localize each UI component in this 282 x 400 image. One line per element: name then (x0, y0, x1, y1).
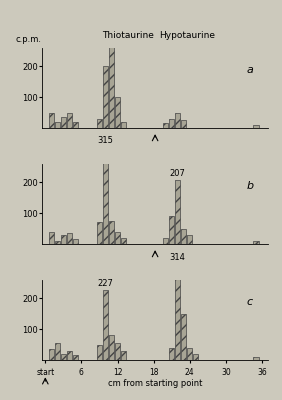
Bar (187, 348, 192, 360)
Bar (103, 147, 108, 244)
Bar (49, 113, 54, 128)
Bar (181, 120, 186, 128)
Bar (169, 216, 174, 244)
Bar (163, 123, 168, 128)
Text: 315: 315 (98, 136, 113, 145)
Bar (67, 113, 72, 128)
Bar (67, 233, 72, 244)
Bar (115, 232, 120, 244)
Bar (49, 232, 54, 244)
Bar (73, 122, 78, 128)
X-axis label: cm from starting point: cm from starting point (108, 380, 202, 388)
Bar (103, 66, 108, 128)
Bar (61, 235, 66, 244)
Bar (109, 0, 114, 128)
Bar (181, 229, 186, 244)
Bar (55, 241, 60, 244)
Text: 314: 314 (170, 252, 186, 262)
Bar (55, 122, 60, 128)
Bar (175, 113, 180, 128)
Bar (169, 119, 174, 128)
Bar (253, 125, 259, 128)
Text: a: a (246, 65, 253, 75)
Bar (169, 348, 174, 360)
Text: Thiotaurine: Thiotaurine (102, 31, 154, 40)
Bar (97, 119, 102, 128)
Bar (181, 314, 186, 360)
Bar (61, 354, 66, 360)
Bar (193, 354, 199, 360)
Bar (121, 238, 126, 244)
Bar (109, 335, 114, 360)
Bar (97, 222, 102, 244)
Bar (253, 357, 259, 360)
Bar (67, 351, 72, 360)
Bar (121, 122, 126, 128)
Bar (61, 117, 66, 128)
Text: c.p.m.: c.p.m. (15, 35, 41, 44)
Bar (115, 97, 120, 128)
Bar (109, 221, 114, 244)
Bar (103, 290, 108, 360)
Bar (253, 241, 259, 244)
Text: c: c (247, 298, 253, 308)
Text: Hypotaurine: Hypotaurine (159, 31, 215, 40)
Bar (187, 235, 192, 244)
Text: b: b (246, 182, 254, 192)
Bar (121, 351, 126, 360)
Bar (97, 345, 102, 360)
Bar (115, 343, 120, 360)
Bar (163, 238, 168, 244)
Bar (55, 343, 60, 360)
Bar (73, 355, 78, 360)
Bar (175, 180, 180, 244)
Bar (49, 349, 54, 360)
Text: 207: 207 (170, 170, 186, 178)
Bar (175, 263, 180, 360)
Bar (73, 239, 78, 244)
Text: 227: 227 (98, 279, 113, 288)
